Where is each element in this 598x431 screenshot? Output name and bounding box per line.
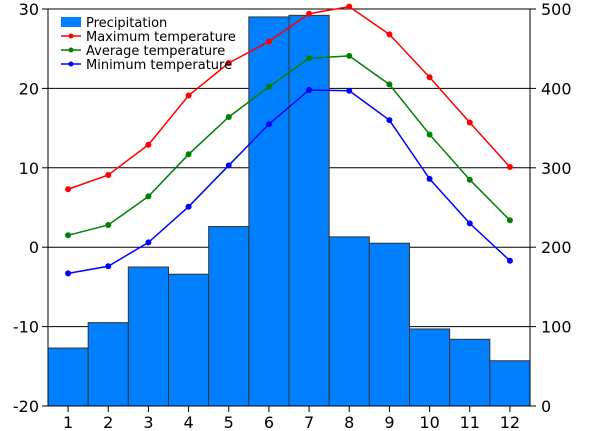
x-tick-label: 10	[419, 413, 439, 431]
legend-label-precipitation: Precipitation	[86, 16, 167, 31]
y-right-tick-label: 200	[541, 238, 572, 257]
legend-swatch-precipitation	[61, 17, 81, 27]
temperature-point	[105, 221, 112, 228]
temperature-point	[225, 162, 232, 169]
precipitation-bars	[47, 14, 531, 407]
temperature-line	[67, 55, 511, 237]
x-tick-label: 11	[460, 413, 480, 431]
precipitation-bar	[449, 338, 491, 407]
legend-swatch-marker	[68, 47, 74, 53]
temperature-point	[65, 232, 72, 239]
y-right-tick-label: 300	[541, 159, 572, 178]
precipitation-bar	[328, 236, 370, 407]
temperature-line	[67, 5, 511, 190]
precipitation-bar	[47, 347, 89, 407]
temperature-point	[65, 186, 72, 193]
x-tick-label: 6	[264, 413, 274, 431]
temperature-point	[65, 270, 72, 277]
x-tick-label: 12	[500, 413, 520, 431]
y-right-tick-label: 0	[541, 397, 551, 416]
x-tick-label: 5	[224, 413, 234, 431]
x-tick-label: 2	[103, 413, 113, 431]
precipitation-bar	[168, 273, 210, 407]
temperature-point	[426, 175, 433, 182]
legend-label: Minimum temperature	[86, 58, 232, 73]
x-tick-label: 4	[183, 413, 193, 431]
temperature-point	[386, 31, 393, 38]
x-tick-label: 8	[344, 413, 354, 431]
temperature-point	[225, 113, 232, 120]
y-right-tick-label: 500	[541, 0, 572, 19]
y-left-tick-label: 0	[29, 238, 39, 257]
temperature-point	[466, 176, 473, 183]
precipitation-bar	[489, 360, 531, 407]
temperature-point	[426, 74, 433, 81]
y-left-tick-label: 20	[19, 79, 39, 98]
temperature-point	[265, 121, 272, 128]
precipitation-bar	[208, 226, 250, 407]
temperature-point	[145, 239, 152, 246]
temperature-point	[105, 171, 112, 178]
legend-label: Average temperature	[86, 44, 225, 59]
precipitation-bar	[127, 266, 169, 407]
temperature-point	[185, 151, 192, 158]
x-tick-label: 1	[63, 413, 73, 431]
temperature-line	[67, 89, 511, 275]
precipitation-bar	[368, 242, 411, 407]
temperature-point	[265, 38, 272, 45]
temperature-point	[145, 193, 152, 200]
temperature-point	[506, 164, 513, 171]
temperature-point	[225, 59, 232, 66]
temperature-point	[306, 10, 313, 17]
temperature-point	[306, 86, 313, 93]
temperature-lines	[65, 3, 513, 277]
temperature-point	[185, 92, 192, 99]
temperature-point	[506, 257, 513, 264]
temperature-point	[105, 263, 112, 270]
legend-swatch-marker	[68, 61, 74, 67]
temperature-point	[466, 119, 473, 126]
precipitation-bar	[87, 322, 129, 407]
x-tick-label: 3	[143, 413, 153, 431]
temperature-point	[426, 131, 433, 138]
legend-label: Maximum temperature	[86, 30, 236, 45]
temperature-point	[466, 220, 473, 227]
temperature-point	[386, 117, 393, 124]
precipitation-bar	[409, 328, 451, 407]
y-right-tick-label: 400	[541, 79, 572, 98]
temperature-point	[145, 141, 152, 148]
x-tick-label: 9	[384, 413, 394, 431]
temperature-point	[185, 203, 192, 210]
legend-swatch-marker	[68, 33, 74, 39]
temperature-point	[265, 83, 272, 90]
y-left-tick-label: 10	[19, 159, 39, 178]
precipitation-bar	[288, 14, 330, 407]
temperature-point	[306, 55, 313, 62]
precipitation-bar	[248, 16, 290, 407]
y-left-tick-label: -10	[13, 318, 39, 337]
temperature-point	[386, 81, 393, 88]
y-left-tick-label: -20	[13, 397, 39, 416]
temperature-point	[506, 217, 513, 224]
x-tick-label: 7	[304, 413, 314, 431]
temperature-point	[346, 87, 353, 94]
temperature-point	[346, 52, 353, 59]
y-right-tick-label: 100	[541, 318, 572, 337]
y-left-tick-label: 30	[19, 0, 39, 19]
temperature-point	[346, 3, 353, 10]
